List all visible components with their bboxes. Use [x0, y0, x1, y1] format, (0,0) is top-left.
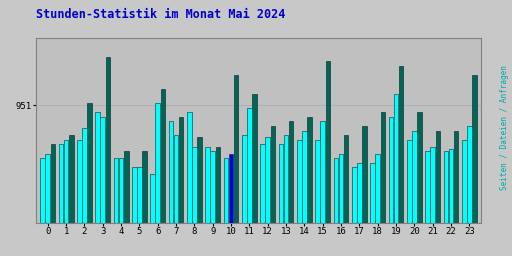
Bar [417, 112, 422, 256]
Bar [82, 128, 87, 256]
Bar [197, 137, 202, 256]
Bar [307, 117, 312, 256]
Bar [229, 154, 233, 256]
Bar [315, 140, 320, 256]
Bar [399, 66, 403, 256]
Bar [179, 117, 183, 256]
Bar [352, 167, 356, 256]
Bar [210, 151, 215, 256]
Bar [370, 163, 375, 256]
Bar [59, 144, 63, 256]
Bar [467, 126, 472, 256]
Bar [119, 158, 123, 256]
Bar [216, 147, 220, 256]
Bar [289, 121, 293, 256]
Bar [362, 126, 367, 256]
Bar [205, 147, 210, 256]
Bar [132, 167, 137, 256]
Bar [334, 158, 338, 256]
Bar [436, 131, 440, 256]
Bar [187, 112, 191, 256]
Bar [357, 163, 361, 256]
Bar [142, 151, 147, 256]
Bar [443, 151, 448, 256]
Bar [151, 174, 155, 256]
Bar [77, 140, 81, 256]
Bar [279, 144, 283, 256]
Bar [137, 167, 142, 256]
Bar [284, 135, 288, 256]
Bar [394, 94, 398, 256]
Bar [124, 151, 129, 256]
Bar [247, 108, 252, 256]
Bar [40, 158, 45, 256]
Bar [431, 147, 435, 256]
Text: Stunden-Statistik im Monat Mai 2024: Stunden-Statistik im Monat Mai 2024 [36, 8, 285, 21]
Bar [234, 75, 239, 256]
Bar [69, 135, 74, 256]
Bar [161, 89, 165, 256]
Bar [105, 57, 110, 256]
Bar [46, 154, 50, 256]
Bar [100, 117, 105, 256]
Bar [224, 158, 228, 256]
Text: Seiten / Dateien / Anfragen: Seiten / Dateien / Anfragen [500, 66, 509, 190]
Bar [265, 137, 270, 256]
Bar [192, 147, 197, 256]
Bar [454, 131, 458, 256]
Bar [389, 117, 393, 256]
Bar [380, 112, 385, 256]
Bar [462, 140, 466, 256]
Bar [168, 121, 173, 256]
Bar [252, 94, 257, 256]
Bar [114, 158, 118, 256]
Bar [326, 61, 330, 256]
Bar [321, 121, 325, 256]
Bar [375, 154, 380, 256]
Bar [64, 140, 69, 256]
Bar [95, 112, 100, 256]
Bar [51, 144, 55, 256]
Bar [472, 75, 477, 256]
Bar [87, 103, 92, 256]
Bar [242, 135, 247, 256]
Bar [339, 154, 344, 256]
Bar [260, 144, 265, 256]
Bar [174, 135, 178, 256]
Bar [407, 140, 412, 256]
Bar [302, 131, 307, 256]
Bar [270, 126, 275, 256]
Bar [412, 131, 417, 256]
Bar [297, 140, 302, 256]
Bar [344, 135, 349, 256]
Bar [156, 103, 160, 256]
Bar [449, 149, 453, 256]
Bar [425, 151, 430, 256]
